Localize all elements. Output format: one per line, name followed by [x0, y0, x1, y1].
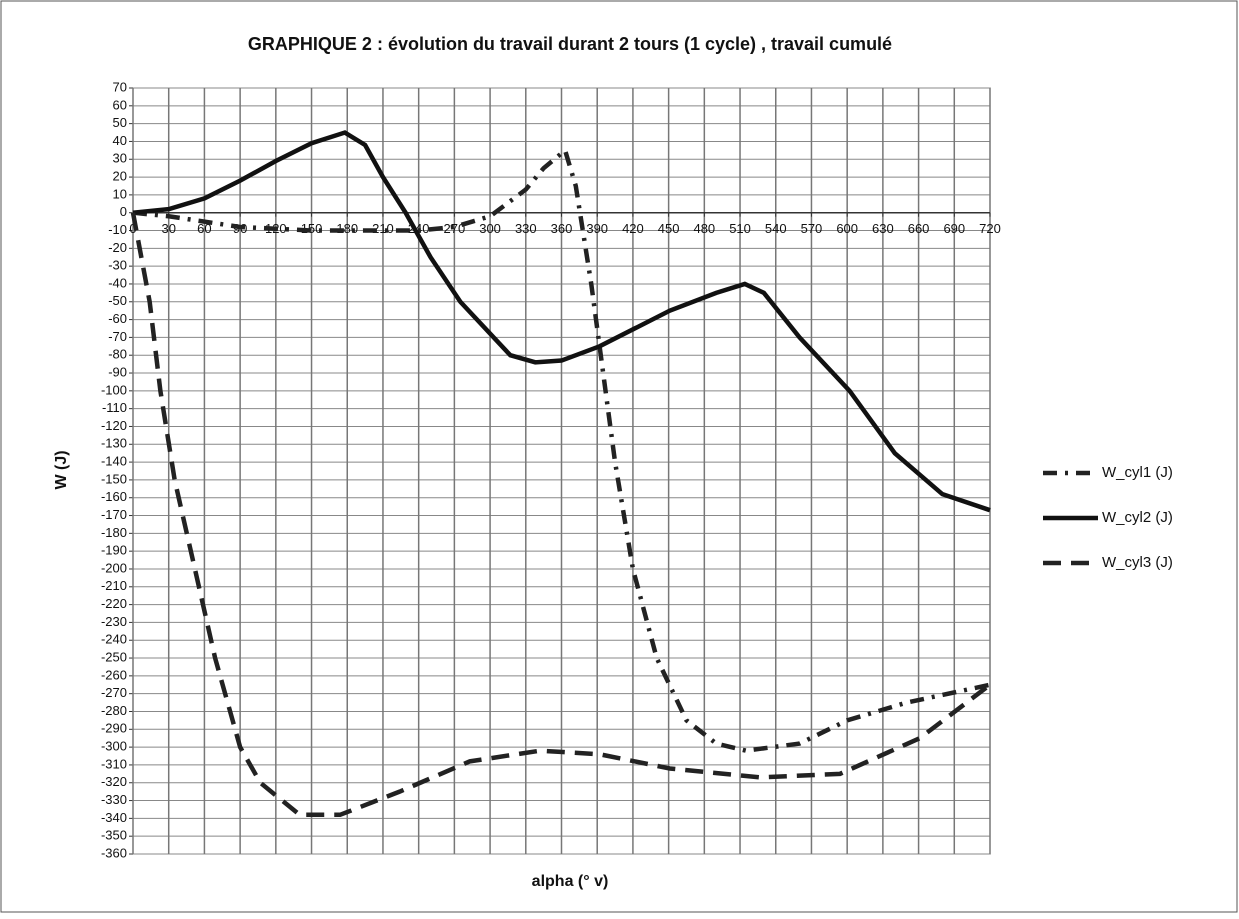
y-tick-label: -290: [101, 721, 127, 736]
y-tick-label: -360: [101, 845, 127, 860]
y-tick-label: -300: [101, 739, 127, 754]
y-axis-label: W (J): [53, 450, 70, 489]
x-tick-label: 690: [943, 221, 965, 236]
y-tick-label: -180: [101, 525, 127, 540]
y-tick-label: -130: [101, 436, 127, 451]
x-axis-label: alpha (° v): [532, 873, 609, 890]
y-tick-label: -320: [101, 774, 127, 789]
x-tick-label: 300: [479, 221, 501, 236]
x-tick-label: 720: [979, 221, 1001, 236]
y-tick-label: 30: [113, 151, 127, 166]
y-tick-label: -70: [108, 329, 127, 344]
y-tick-label: -40: [108, 275, 127, 290]
x-tick-label: 540: [765, 221, 787, 236]
y-tick-label: 10: [113, 186, 127, 201]
y-tick-label: -80: [108, 347, 127, 362]
y-tick-label: -10: [108, 222, 127, 237]
x-tick-label: 660: [908, 221, 930, 236]
y-tick-label: 70: [113, 79, 127, 94]
x-tick-label: 480: [693, 221, 715, 236]
y-tick-label: -280: [101, 703, 127, 718]
series-line: [132, 146, 991, 753]
y-tick-label: -190: [101, 543, 127, 558]
x-tick-label: 0: [129, 221, 136, 236]
legend-label: W_cyl1 (J): [1102, 464, 1173, 481]
y-tick-label: -240: [101, 632, 127, 647]
y-tick-label: -260: [101, 667, 127, 682]
y-tick-label: 40: [113, 133, 127, 148]
x-tick-label: 330: [515, 221, 537, 236]
x-tick-label: 420: [622, 221, 644, 236]
y-tick-label: -200: [101, 560, 127, 575]
y-tick-label: -90: [108, 364, 127, 379]
x-tick-label: 510: [729, 221, 751, 236]
y-tick-label: -120: [101, 418, 127, 433]
y-tick-label: -310: [101, 756, 127, 771]
y-tick-label: -210: [101, 578, 127, 593]
y-tick-label: -270: [101, 685, 127, 700]
legend-label: W_cyl3 (J): [1102, 554, 1173, 571]
y-tick-label: -250: [101, 649, 127, 664]
legend-label: W_cyl2 (J): [1102, 509, 1173, 526]
y-tick-label: -230: [101, 614, 127, 629]
y-tick-label: -60: [108, 311, 127, 326]
y-tick-label: -170: [101, 507, 127, 522]
y-tick-label: 0: [120, 204, 127, 219]
y-tick-label: 20: [113, 169, 127, 184]
x-tick-label: 210: [372, 221, 394, 236]
y-tick-label: -110: [102, 400, 127, 415]
x-tick-label: 450: [658, 221, 680, 236]
y-tick-label: -30: [108, 258, 127, 273]
y-tick-label: -50: [108, 293, 127, 308]
series-line: [132, 130, 991, 513]
x-tick-label: 570: [801, 221, 823, 236]
y-tick-label: 60: [113, 97, 127, 112]
y-tick-label: -140: [101, 454, 127, 469]
x-tick-label: 630: [872, 221, 894, 236]
y-tick-label: -220: [101, 596, 127, 611]
chart-title: GRAPHIQUE 2 : évolution du travail duran…: [248, 34, 892, 54]
y-tick-label: -100: [101, 382, 127, 397]
x-tick-label: 600: [836, 221, 858, 236]
x-tick-label: 30: [161, 221, 175, 236]
y-tick-label: -330: [101, 792, 127, 807]
y-tick-label: -20: [108, 240, 127, 255]
y-tick-label: -340: [101, 810, 127, 825]
x-tick-label: 390: [586, 221, 608, 236]
y-tick-label: -160: [101, 489, 127, 504]
series-line: [130, 212, 992, 818]
x-tick-label: 60: [197, 221, 211, 236]
x-tick-label: 360: [551, 221, 573, 236]
y-tick-label: -350: [101, 828, 127, 843]
y-tick-label: -150: [101, 471, 127, 486]
x-tick-label: 270: [444, 221, 466, 236]
y-tick-label: 50: [113, 115, 127, 130]
